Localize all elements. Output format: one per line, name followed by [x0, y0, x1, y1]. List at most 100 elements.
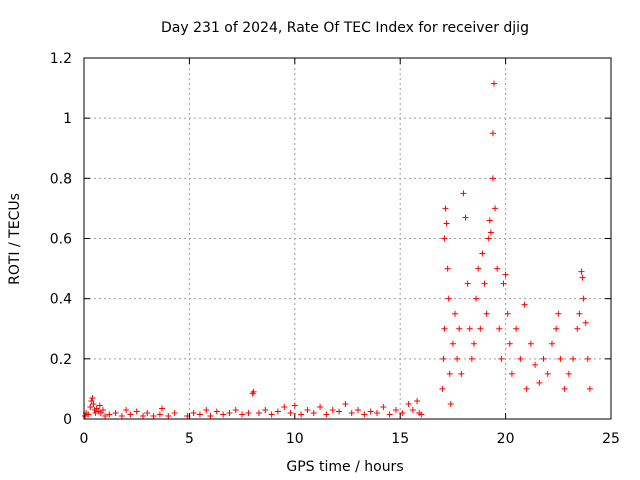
- data-point: [475, 265, 482, 272]
- data-point: [99, 406, 106, 413]
- data-point: [171, 409, 178, 416]
- data-point: [203, 406, 210, 413]
- data-point: [442, 205, 449, 212]
- y-tick-label: 0.8: [50, 171, 72, 187]
- data-point: [470, 340, 477, 347]
- data-point: [479, 250, 486, 257]
- data-point: [304, 406, 311, 413]
- data-point: [586, 385, 593, 392]
- data-point: [281, 403, 288, 410]
- data-point: [392, 406, 399, 413]
- data-point: [454, 355, 461, 362]
- data-point: [87, 403, 94, 410]
- data-point: [336, 408, 343, 415]
- data-point: [409, 406, 416, 413]
- data-point: [323, 411, 330, 418]
- data-point: [557, 355, 564, 362]
- data-point: [150, 412, 157, 419]
- data-point: [250, 388, 257, 395]
- data-point: [82, 412, 89, 419]
- data-point: [452, 310, 459, 317]
- data-point: [570, 355, 577, 362]
- data-point: [443, 220, 450, 227]
- y-tick-label: 0.6: [50, 232, 72, 248]
- x-tick-labels: 0 5 10 15 20 25: [80, 431, 620, 447]
- data-point: [255, 409, 262, 416]
- data-point: [460, 190, 467, 197]
- data-point: [399, 409, 406, 416]
- data-point: [329, 406, 336, 413]
- data-point: [492, 205, 499, 212]
- data-point: [496, 325, 503, 332]
- x-tick-label: 0: [80, 431, 89, 447]
- grid-lines: [84, 58, 611, 419]
- data-point: [504, 310, 511, 317]
- data-point: [502, 271, 509, 278]
- data-point: [249, 390, 256, 397]
- data-point: [513, 325, 520, 332]
- data-point: [578, 268, 585, 275]
- data-point: [536, 379, 543, 386]
- data-point: [213, 408, 220, 415]
- data-point: [190, 409, 197, 416]
- y-tick-label: 1: [63, 111, 72, 127]
- data-point: [380, 403, 387, 410]
- y-tick-label: 1.2: [50, 51, 72, 67]
- data-point: [85, 411, 92, 418]
- data-point: [367, 408, 374, 415]
- data-point: [579, 274, 586, 281]
- data-point: [489, 130, 496, 137]
- data-point: [468, 355, 475, 362]
- data-point: [97, 409, 104, 416]
- data-point: [239, 411, 246, 418]
- data-point: [414, 397, 421, 404]
- data-point: [449, 340, 456, 347]
- data-point: [576, 310, 583, 317]
- data-point: [456, 325, 463, 332]
- data-point: [517, 355, 524, 362]
- data-point: [262, 406, 269, 413]
- data-point: [92, 409, 99, 416]
- data-point: [485, 235, 492, 242]
- data-point: [491, 80, 498, 87]
- data-point: [441, 325, 448, 332]
- x-tick-label: 20: [497, 431, 515, 447]
- data-point: [123, 406, 130, 413]
- plot-frame: [83, 57, 612, 420]
- data-point: [405, 400, 412, 407]
- y-tick-labels: 0 0.2 0.4 0.6 0.8 1 1.2: [50, 51, 72, 428]
- data-point: [481, 280, 488, 287]
- x-tick-label: 5: [185, 431, 194, 447]
- data-point: [561, 385, 568, 392]
- data-point: [165, 412, 172, 419]
- data-point: [291, 402, 298, 409]
- data-point: [127, 411, 134, 418]
- data-point: [317, 403, 324, 410]
- data-point: [96, 402, 103, 409]
- chart-title: Day 231 of 2024, Rate Of TEC Index for r…: [161, 20, 529, 36]
- data-point: [521, 301, 528, 308]
- data-point: [348, 409, 355, 416]
- data-points: [82, 80, 593, 419]
- data-point: [483, 310, 490, 317]
- data-point: [156, 411, 163, 418]
- data-point: [158, 405, 165, 412]
- data-point: [88, 397, 95, 404]
- y-tick-label: 0.4: [50, 292, 72, 308]
- data-point: [439, 385, 446, 392]
- data-point: [89, 394, 96, 401]
- data-point: [274, 408, 281, 415]
- data-point: [473, 295, 480, 302]
- data-point: [584, 355, 591, 362]
- x-axis-label: GPS time / hours: [286, 459, 403, 475]
- data-point: [446, 370, 453, 377]
- y-tick-label: 0.2: [50, 352, 72, 368]
- data-point: [220, 411, 227, 418]
- data-point: [494, 265, 501, 272]
- data-point: [565, 370, 572, 377]
- data-point: [133, 408, 140, 415]
- data-point: [440, 355, 447, 362]
- data-point: [498, 355, 505, 362]
- data-point: [118, 412, 125, 419]
